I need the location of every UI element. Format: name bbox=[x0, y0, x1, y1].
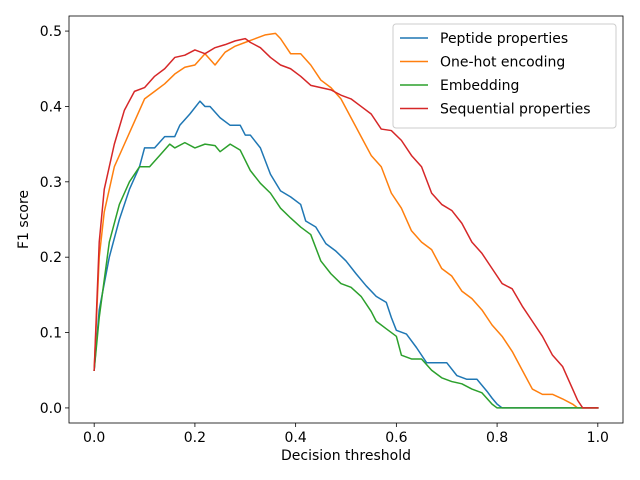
y-tick-label: 0.2 bbox=[40, 250, 62, 266]
x-axis-label: Decision threshold bbox=[281, 448, 411, 464]
x-axis: 0.0 0.2 0.4 0.6 0.8 1.0 bbox=[83, 423, 609, 446]
y-tick-label: 0.3 bbox=[40, 175, 62, 191]
legend: Peptide properties One-hot encoding Embedd… bbox=[392, 23, 617, 129]
x-tick-label: 0.2 bbox=[184, 430, 206, 446]
x-tick-label: 1.0 bbox=[587, 430, 609, 446]
y-tick-label: 0.1 bbox=[40, 326, 62, 342]
axes-frame bbox=[68, 15, 624, 424]
y-tick-label: 0.5 bbox=[40, 24, 62, 40]
series-line-3 bbox=[93, 37, 599, 409]
legend-box bbox=[392, 23, 617, 129]
legend-label-2: Embedding bbox=[440, 78, 519, 94]
y-axis: 0.0 0.1 0.2 0.3 0.4 0.5 bbox=[40, 24, 69, 417]
x-tick-label: 0.4 bbox=[285, 430, 307, 446]
series-line-0 bbox=[93, 100, 599, 409]
y-axis-label: F1 score bbox=[16, 190, 32, 249]
legend-label-1: One-hot encoding bbox=[440, 55, 565, 71]
series-line-2 bbox=[93, 141, 599, 409]
legend-label-3: Sequential properties bbox=[440, 102, 591, 118]
x-tick-label: 0.6 bbox=[385, 430, 407, 446]
y-tick-label: 0.0 bbox=[40, 401, 62, 417]
legend-label-0: Peptide properties bbox=[440, 31, 568, 47]
x-tick-label: 0.0 bbox=[83, 430, 105, 446]
plot-area bbox=[68, 15, 624, 424]
y-tick-label: 0.4 bbox=[40, 99, 62, 115]
x-tick-label: 0.8 bbox=[486, 430, 508, 446]
